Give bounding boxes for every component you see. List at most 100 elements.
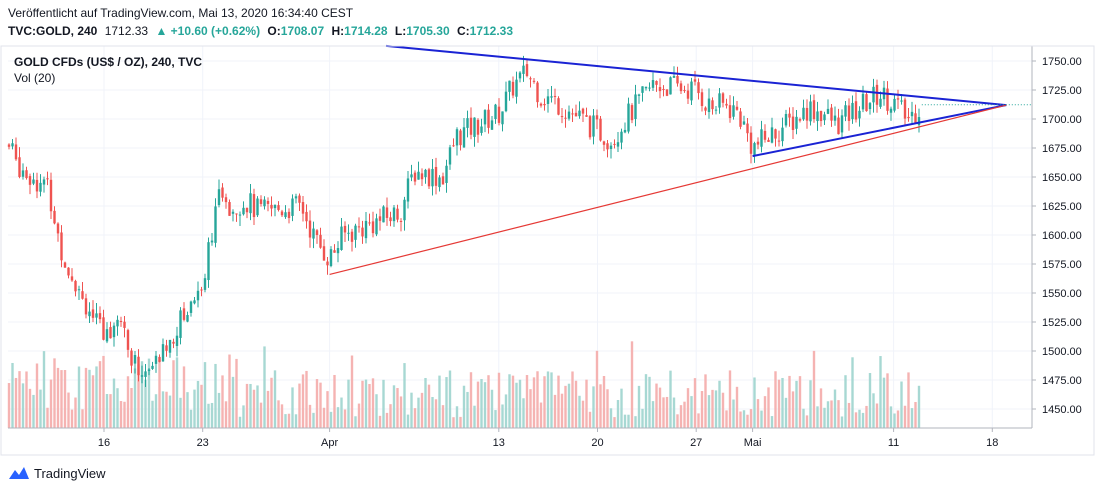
- candle-body: [277, 205, 280, 210]
- candle-body: [571, 113, 574, 115]
- tradingview-logo-icon: [9, 467, 29, 479]
- x-tick-label: 13: [493, 437, 505, 449]
- volume-bar: [494, 410, 497, 428]
- volume-bar: [424, 377, 427, 428]
- candle-body: [508, 80, 511, 92]
- volume-bar: [665, 396, 669, 428]
- volume-bar: [739, 411, 742, 428]
- candle-body: [88, 311, 91, 317]
- volume-bar: [644, 374, 648, 428]
- candle-body: [70, 276, 74, 281]
- volume-bar: [88, 369, 91, 428]
- candle-body: [389, 217, 392, 222]
- candle-body: [284, 212, 287, 218]
- candle-body: [14, 144, 18, 160]
- candle-body: [809, 101, 812, 122]
- volume-bar: [539, 402, 543, 428]
- candle-body: [196, 290, 200, 301]
- candle-body: [462, 127, 466, 148]
- candle-body: [553, 95, 557, 97]
- candle-body: [137, 356, 140, 376]
- volume-bar: [452, 417, 455, 428]
- volume-bar: [21, 383, 25, 428]
- candle-body: [238, 214, 242, 216]
- volume-bar: [49, 379, 53, 428]
- y-tick-label: 1600.00: [1042, 230, 1082, 242]
- volume-bar: [196, 380, 200, 428]
- volume-bar: [382, 379, 385, 428]
- candle-body: [896, 98, 900, 100]
- volume-bar: [410, 392, 413, 428]
- volume-bar: [315, 379, 319, 428]
- volume-bar: [119, 401, 123, 428]
- volume-bar: [732, 399, 735, 428]
- candle-body: [588, 116, 592, 138]
- candle-body: [700, 92, 704, 107]
- candle-body: [602, 141, 606, 145]
- candle-body: [788, 113, 791, 118]
- footer-brand[interactable]: TradingView: [8, 465, 106, 481]
- candle-body: [886, 88, 889, 111]
- candle-body: [259, 199, 263, 204]
- candle-body: [7, 144, 11, 147]
- volume-bar: [490, 389, 494, 428]
- candle-body: [63, 262, 67, 268]
- candle-body: [242, 207, 245, 215]
- volume-bar: [249, 383, 252, 428]
- volume-bar: [648, 376, 651, 428]
- volume-bar: [861, 412, 865, 428]
- volume-bar: [697, 413, 700, 428]
- candle-body: [742, 121, 746, 125]
- candle-body: [518, 72, 522, 79]
- volume-bar: [270, 377, 273, 428]
- volume-bar: [651, 401, 655, 428]
- volume-bar: [70, 409, 74, 428]
- volume-bar: [641, 408, 644, 428]
- candle-body: [403, 199, 406, 221]
- candle-body: [81, 291, 84, 299]
- volume-bar: [448, 370, 452, 428]
- volume-bar: [669, 370, 672, 428]
- chart-header: Veröffentlicht auf TradingView.com, Mai …: [0, 0, 1100, 40]
- trendline-blue: [385, 44, 1007, 107]
- volume-bar: [907, 372, 910, 428]
- volume-bar: [56, 367, 60, 428]
- candle-body: [777, 140, 781, 142]
- volume-bar: [606, 389, 609, 428]
- candle-body: [781, 127, 784, 142]
- volume-bar: [658, 387, 662, 428]
- candle-body: [112, 325, 116, 338]
- volume-bar: [721, 392, 725, 428]
- candle-body: [662, 88, 665, 90]
- ohlc-line: TVC:GOLD, 240 1712.33 ▲ +10.60 (+0.62%) …: [8, 24, 513, 38]
- volume-bar: [816, 406, 819, 428]
- price-chart[interactable]: 1450.00 1475.00 1500.00 1525.00 1550.00 1575.…: [0, 40, 1100, 460]
- volume-bar: [210, 402, 214, 428]
- candle-body: [326, 261, 329, 266]
- volume-bar: [431, 397, 434, 428]
- volume-bar: [532, 377, 536, 428]
- candle-body: [434, 166, 438, 186]
- volume-bar: [501, 404, 504, 428]
- volume-bar: [574, 380, 578, 428]
- candle-body: [410, 174, 413, 178]
- candle-body: [634, 94, 637, 120]
- candle-body: [858, 110, 861, 119]
- candle-body: [438, 177, 441, 188]
- volume-bar: [788, 375, 791, 428]
- candle-body: [291, 198, 294, 216]
- volume-bar: [466, 391, 469, 428]
- candle-body: [473, 117, 476, 137]
- volume-bar: [133, 368, 137, 428]
- candle-body: [294, 196, 298, 199]
- volume-bar: [483, 382, 487, 428]
- x-tick-label: Apr: [321, 437, 338, 449]
- volume-bar: [102, 355, 105, 428]
- candle-body: [847, 105, 851, 121]
- volume-bar: [252, 389, 256, 428]
- candle-body: [704, 107, 707, 111]
- volume-bar: [819, 388, 823, 428]
- candle-body: [774, 129, 777, 139]
- volume-bar: [35, 363, 39, 428]
- volume-bar: [676, 414, 679, 428]
